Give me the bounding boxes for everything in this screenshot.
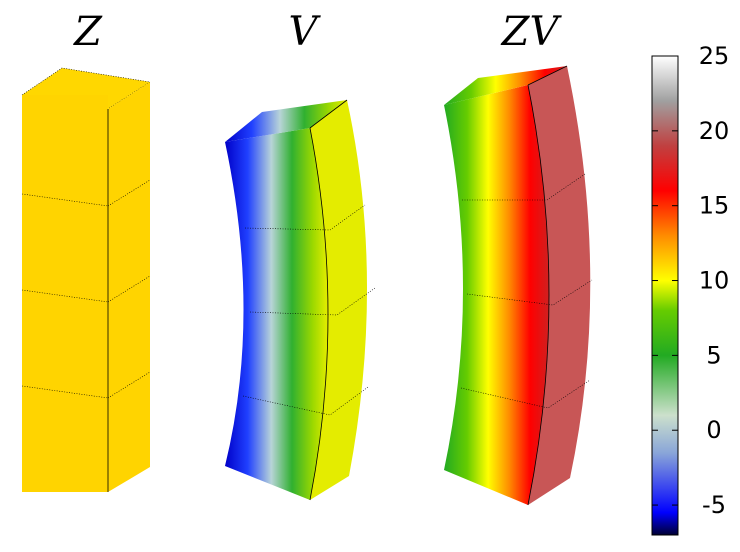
z-divider	[21, 289, 109, 303]
v-top-face	[225, 100, 347, 142]
zv-front-edge	[527, 84, 550, 506]
z-divider	[107, 371, 151, 399]
panel-v-block	[225, 99, 376, 501]
colorbar-tick-label: 5	[706, 341, 721, 369]
zv-divider	[462, 173, 586, 201]
zv-top-edge	[527, 65, 568, 86]
panel-zv-block	[444, 65, 593, 506]
v-divider	[244, 204, 366, 231]
z-front-face	[22, 95, 108, 492]
z-side-face	[108, 82, 150, 492]
panel-title-v: V	[289, 9, 322, 55]
v-top-edge	[309, 99, 348, 129]
colorbar-tick-label: 10	[699, 267, 730, 295]
v-divider	[242, 386, 369, 416]
v-front-face	[225, 128, 328, 500]
z-divider	[107, 179, 151, 207]
zv-divider	[460, 379, 591, 409]
colorbar-ticks: -5 0 5 10 15 20 25	[652, 42, 729, 519]
colorbar-tick-label: 25	[699, 42, 730, 70]
zv-top-face	[444, 66, 567, 105]
colorbar-tick-label: -5	[702, 491, 726, 519]
colorbar	[651, 55, 679, 536]
zv-side-face	[528, 66, 591, 505]
zv-front-face	[444, 85, 549, 505]
panel-title-zv: ZV	[500, 9, 563, 55]
panel-title-z: Z	[72, 9, 103, 55]
z-divider	[21, 385, 109, 399]
z-divider	[107, 275, 151, 303]
zv-divider	[466, 279, 593, 306]
panel-z-block	[21, 67, 151, 492]
v-divider	[249, 287, 376, 316]
z-divider	[21, 193, 109, 207]
colorbar-tick-label: 20	[699, 117, 730, 145]
colorbar-tick-label: 0	[706, 416, 721, 444]
colorbar-tick-label: 15	[699, 192, 730, 220]
